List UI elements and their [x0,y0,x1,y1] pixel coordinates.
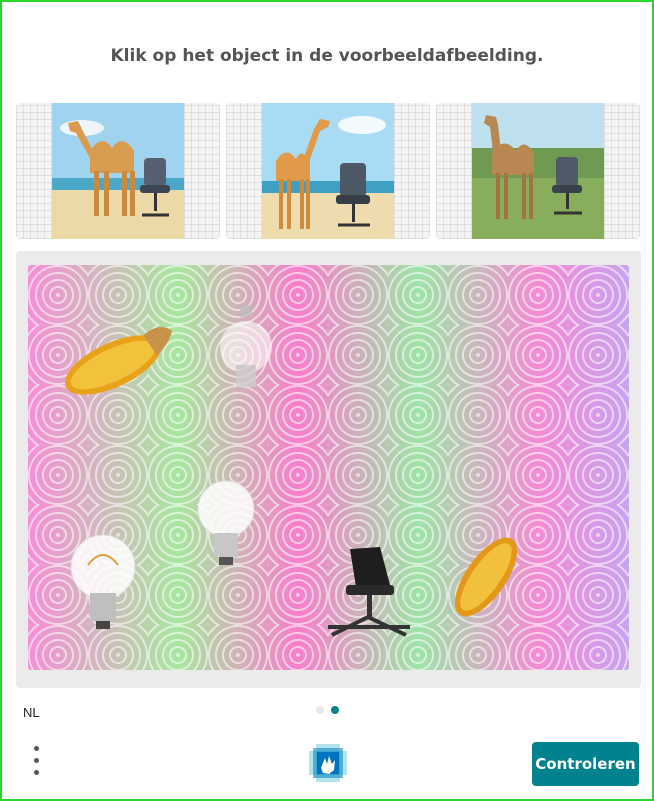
camel-chair-park-icon [472,103,604,239]
camel-chair-beach-icon [262,103,394,239]
lightbulb-icon[interactable] [220,305,272,387]
prompt-text: Klik op het object in de voorbeeldafbeel… [110,46,544,66]
page-dot-1 [316,706,324,714]
hcaptcha-logo-icon [309,744,347,782]
menu-button[interactable] [28,746,48,778]
challenge-scene [57,305,529,637]
verify-button[interactable]: Controleren [532,742,639,786]
example-images [16,103,640,239]
menu-dot-icon [34,746,39,751]
lightbulb-icon[interactable] [70,534,136,629]
challenge-canvas[interactable] [28,265,629,670]
example-image-1 [16,103,220,239]
office-chair-icon[interactable] [328,547,410,637]
example-image-3 [436,103,640,239]
example-image-2 [226,103,430,239]
menu-dot-icon [34,770,39,775]
corn-icon[interactable] [57,316,184,407]
challenge-panel [16,251,641,688]
page-dot-2 [331,706,339,714]
camel-chair-beach-icon [52,103,184,239]
corn-icon[interactable] [443,528,529,626]
lightbulb-icon[interactable] [197,480,255,565]
language-selector[interactable]: NL [23,705,40,720]
menu-dot-icon [34,758,39,763]
